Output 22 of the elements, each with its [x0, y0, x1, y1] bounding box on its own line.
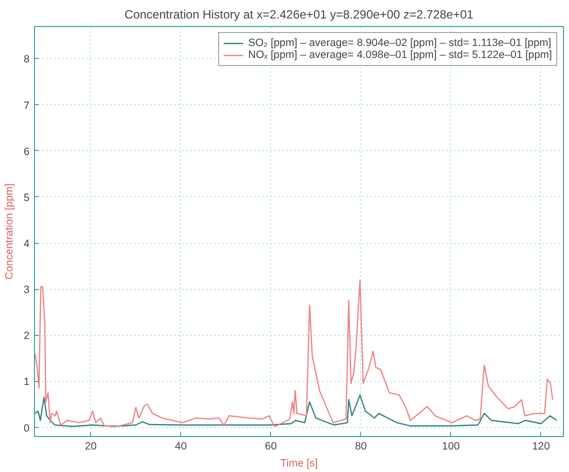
line-series: [34, 394, 558, 427]
x-tick-label: 100: [442, 440, 460, 452]
legend-label: NOₓ [ppm] – average= 4.098e–01 [ppm] – std= 5.122e–01 [ppm]: [248, 49, 552, 61]
y-tick-label: 3: [24, 284, 30, 296]
x-tick-label: 20: [84, 440, 97, 452]
line-series: [34, 279, 554, 427]
y-tick-label: 8: [24, 54, 30, 66]
x-tick-label: 80: [354, 440, 367, 452]
x-tick-label: 120: [532, 440, 550, 452]
x-tick-label: 60: [264, 440, 277, 452]
y-tick-label: 7: [24, 100, 30, 112]
legend-label: SO₂ [ppm] – average= 8.904e–02 [ppm] – std= 1.113e–01 [ppm]: [248, 37, 552, 49]
chart-title: Concentration History at x=2.426e+01 y=8.290e+00 z=2.728e+01: [124, 8, 474, 22]
y-tick-label: 1: [24, 376, 30, 388]
y-tick-label: 4: [24, 238, 30, 250]
y-axis-title: Concentration [ppm]: [4, 183, 16, 280]
y-tick-label: 6: [24, 146, 30, 158]
y-tick-label: 0: [24, 422, 30, 434]
y-tick-label: 2: [24, 330, 30, 342]
x-axis-title: Time [s]: [280, 458, 318, 470]
y-tick-label: 5: [24, 192, 30, 204]
x-tick-label: 40: [174, 440, 187, 452]
